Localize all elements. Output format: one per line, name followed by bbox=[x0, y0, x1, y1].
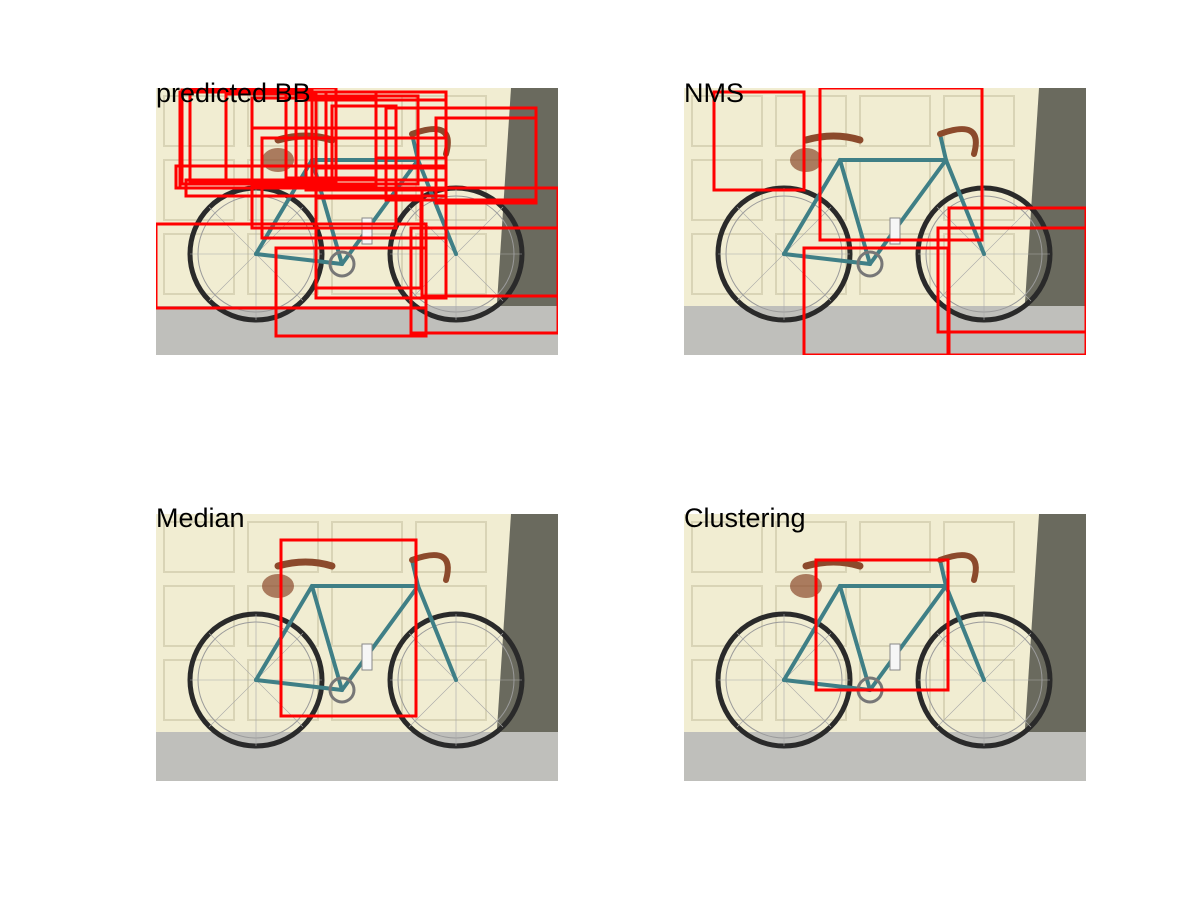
panel-predicted-bb-image bbox=[156, 88, 558, 355]
bounding-box bbox=[374, 90, 448, 160]
bounding-box bbox=[420, 186, 558, 298]
bounding-box bbox=[409, 226, 558, 335]
bounding-box bbox=[936, 226, 1086, 334]
panel-predicted-bb: predicted BB bbox=[156, 78, 558, 355]
panel-title: Clustering bbox=[684, 503, 806, 533]
panel-title: NMS bbox=[684, 78, 744, 108]
panel-clustering-image bbox=[684, 514, 1086, 781]
bounding-box bbox=[712, 90, 806, 192]
bounding-boxes bbox=[156, 88, 558, 338]
panel-clustering: Clustering bbox=[684, 503, 1086, 781]
bounding-boxes bbox=[712, 88, 1086, 355]
bounding-box bbox=[947, 206, 1086, 355]
bounding-box bbox=[814, 558, 950, 692]
panel-nms-image bbox=[684, 88, 1086, 355]
bounding-box bbox=[250, 126, 398, 230]
panel-median-image bbox=[156, 514, 558, 781]
panel-median: Median bbox=[156, 503, 558, 781]
bounding-box bbox=[294, 94, 420, 186]
bounding-boxes bbox=[814, 558, 950, 692]
bounding-box bbox=[279, 538, 418, 718]
bounding-boxes bbox=[279, 538, 418, 718]
panel-nms: NMS bbox=[684, 78, 1086, 355]
panel-title: Median bbox=[156, 503, 245, 533]
bounding-box bbox=[274, 246, 428, 338]
bounding-box bbox=[818, 88, 984, 242]
bounding-box bbox=[434, 116, 538, 205]
panel-title: predicted BB bbox=[156, 78, 311, 108]
